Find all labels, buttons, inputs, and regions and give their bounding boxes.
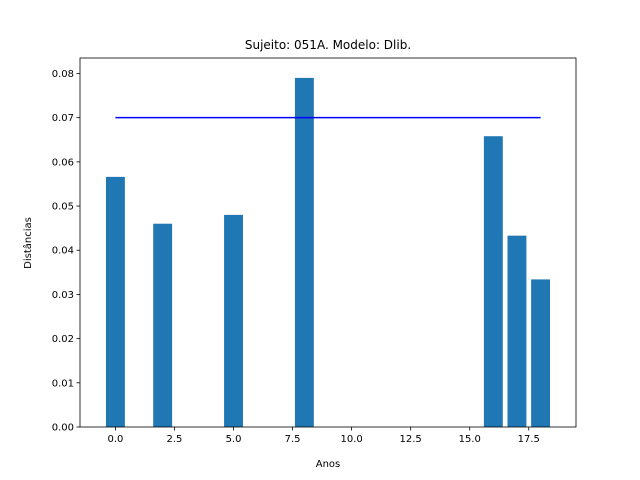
x-axis-label: Anos <box>316 459 341 470</box>
bar-16 <box>483 136 503 427</box>
chart-title: Sujeito: 051A. Modelo: Dlib. <box>245 38 411 52</box>
x-tick-label: 15.0 <box>459 434 481 445</box>
bar-2 <box>153 223 173 427</box>
bar-17 <box>507 235 527 427</box>
y-tick-label: 0.04 <box>52 246 74 257</box>
y-tick-label: 0.01 <box>52 378 74 389</box>
x-tick-label: 10.0 <box>340 434 362 445</box>
bar-5 <box>224 214 243 427</box>
bar-18 <box>531 279 551 427</box>
x-tick-label: 2.5 <box>167 434 183 445</box>
y-tick-label: 0.03 <box>52 290 74 301</box>
y-axis-ticks: 0.00 0.01 0.02 0.03 0.04 0.05 0.06 0.07 0.08 <box>52 69 80 434</box>
plot-frame <box>79 57 577 428</box>
y-tick-label: 0.02 <box>52 334 74 345</box>
x-tick-label: 17.5 <box>518 434 540 445</box>
x-tick-label: 5.0 <box>226 434 242 445</box>
y-tick-label: 0.08 <box>52 69 74 80</box>
y-tick-label: 0.05 <box>52 202 74 213</box>
y-tick-label: 0.00 <box>52 423 74 434</box>
x-axis-ticks: 0.0 2.5 5.0 7.5 10.0 12.5 15.0 17.5 <box>107 427 540 445</box>
y-axis-label: Distâncias <box>22 217 34 269</box>
bars-group <box>105 77 551 427</box>
x-tick-label: 7.5 <box>285 434 301 445</box>
y-tick-label: 0.06 <box>52 157 74 168</box>
bar-8 <box>294 77 314 427</box>
y-tick-label: 0.07 <box>52 113 74 124</box>
x-tick-label: 12.5 <box>400 434 422 445</box>
bar-0 <box>105 176 125 427</box>
x-tick-label: 0.0 <box>107 434 123 445</box>
